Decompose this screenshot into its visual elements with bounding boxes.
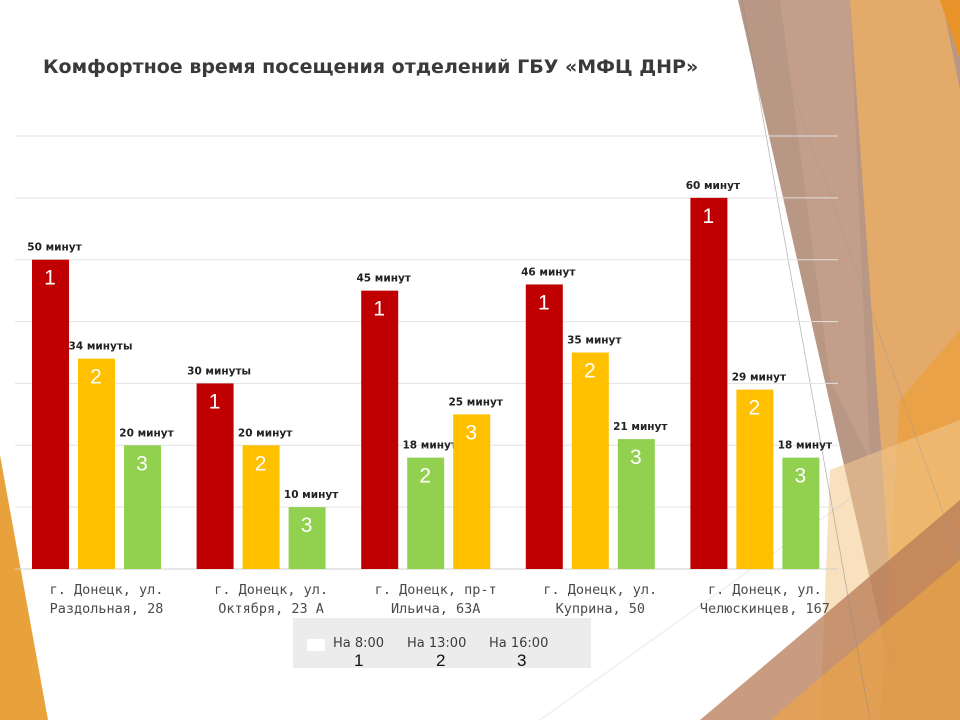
- data-label: 60 минут: [686, 180, 741, 192]
- bar-series-number: 2: [255, 452, 267, 475]
- bar: [782, 457, 820, 569]
- bar-series-number: 1: [209, 390, 221, 413]
- bar-series-number: 2: [584, 360, 596, 383]
- category-label: Октября, 23 А: [218, 601, 324, 617]
- bar: [453, 414, 491, 569]
- category-label: г. Донецк, ул.: [708, 582, 822, 598]
- legend-item-16-00: На 16:00: [489, 636, 549, 651]
- legend-marker-2: 2: [436, 651, 446, 670]
- bar: [690, 197, 728, 569]
- data-label: 21 минут: [613, 421, 668, 433]
- bar: [124, 445, 161, 569]
- legend-marker-1: 1: [354, 651, 364, 670]
- bar-series-number: 1: [703, 205, 715, 228]
- data-label: 45 минут: [356, 273, 411, 285]
- legend-marker-3: 3: [517, 651, 527, 670]
- bar-series-number: 2: [90, 366, 102, 389]
- category-label: г. Донецк, ул.: [543, 582, 657, 598]
- data-label: 50 минут: [27, 242, 82, 254]
- bar-series-number: 3: [136, 452, 148, 475]
- category-label: г. Донецк, ул.: [50, 582, 164, 598]
- bar-series-number: 3: [301, 514, 313, 537]
- category-label: Челюскинцев, 167: [700, 601, 830, 617]
- bar-series-number: 3: [630, 446, 642, 469]
- bar: [525, 284, 563, 569]
- data-label: 20 минут: [119, 427, 174, 439]
- bar-series-number: 1: [373, 298, 385, 321]
- bar-series-number: 2: [749, 397, 761, 420]
- bar: [571, 352, 609, 569]
- bar: [288, 507, 326, 569]
- bar: [32, 259, 69, 569]
- bar: [736, 389, 774, 569]
- bar: [617, 439, 655, 569]
- bar: [361, 290, 399, 569]
- bar: [407, 457, 445, 569]
- data-label: 18 минут: [402, 440, 457, 452]
- category-label: Куприна, 50: [556, 601, 645, 617]
- data-label: 35 минут: [567, 335, 622, 347]
- chart-title: Комфортное время посещения отделений ГБУ…: [43, 56, 699, 78]
- bar-series-number: 2: [419, 465, 431, 488]
- legend-item-13-00: На 13:00: [407, 636, 467, 651]
- legend-swatch: [307, 639, 325, 651]
- bar-series-number: 3: [795, 465, 807, 488]
- legend: На 8:00 1 На 13:00 2 На 16:00 3: [293, 618, 591, 670]
- category-label: г. Донецк, ул.: [214, 582, 328, 598]
- data-label: 10 минут: [284, 489, 339, 501]
- data-label: 18 минут: [778, 440, 833, 452]
- bar-series-number: 3: [465, 421, 477, 444]
- bar: [78, 358, 115, 569]
- category-label: Раздольная, 28: [50, 601, 164, 617]
- category-label: г. Донецк, пр-т: [375, 582, 497, 598]
- data-label: 25 минут: [448, 396, 503, 408]
- category-label: Ильича, 63А: [391, 601, 480, 617]
- bar-series-number: 1: [44, 267, 56, 290]
- bar: [242, 445, 280, 569]
- data-label: 34 минуты: [69, 341, 133, 353]
- data-label: 30 минуты: [187, 365, 251, 377]
- data-label: 29 минут: [732, 372, 787, 384]
- data-label: 20 минут: [238, 427, 293, 439]
- bar: [196, 383, 234, 569]
- legend-item-8-00: На 8:00: [333, 636, 385, 651]
- data-label: 46 минут: [521, 266, 576, 278]
- bar-series-number: 1: [538, 291, 550, 314]
